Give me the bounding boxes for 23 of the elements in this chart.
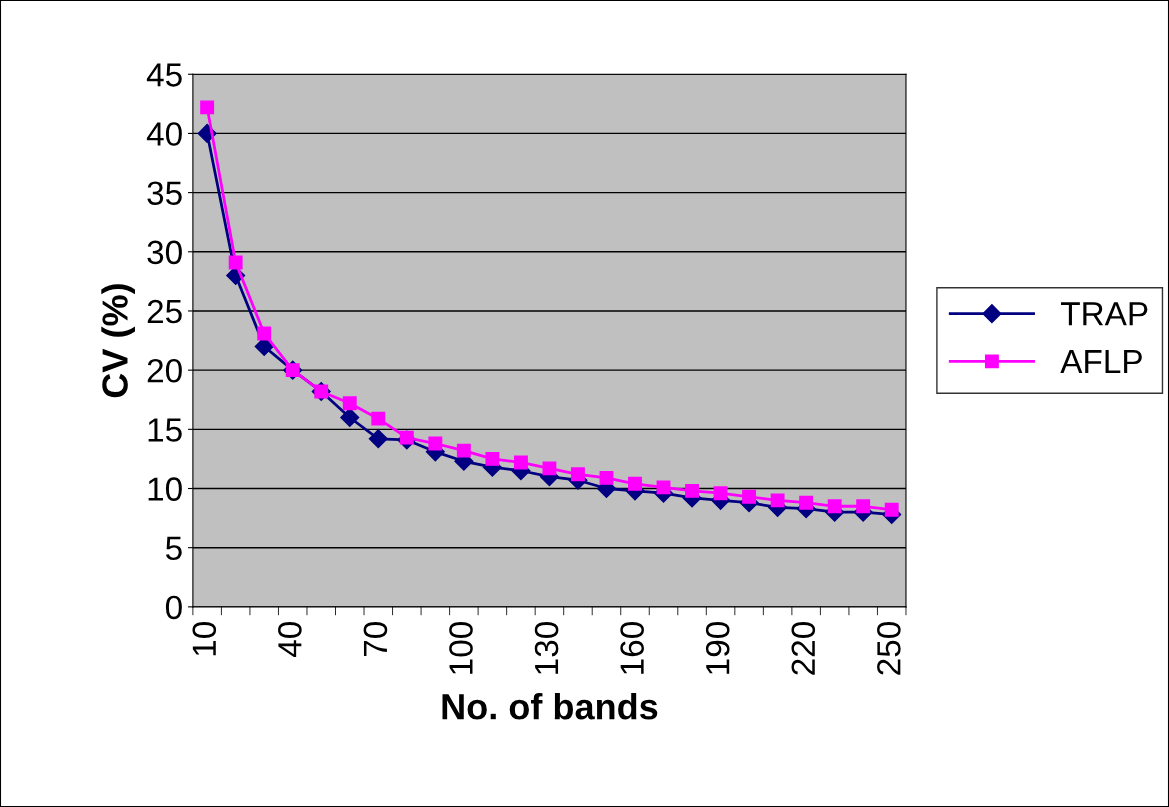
y-tick-label: 0 [165,595,182,620]
x-tick-label: 190 [705,622,730,674]
y-tick-label: 25 [147,299,182,324]
y-tick-label: 30 [147,240,182,265]
x-tick-label: 10 [192,622,217,656]
y-tick-label: 35 [147,181,182,206]
legend-label: AFLP [1060,350,1142,374]
x-tick-label: 100 [449,622,473,674]
y-tick-label: 20 [147,358,182,383]
y-tick-label: 5 [165,536,182,561]
x-tick-label: 220 [791,622,816,675]
y-axis-title: CV (%) [101,284,135,398]
x-tick-label: 70 [363,622,388,657]
x-tick-label: 250 [877,622,901,675]
x-axis-title: No. of bands [442,693,658,720]
y-tick-label: 15 [148,418,182,442]
legend-label: TRAP [1060,302,1148,326]
x-tick-label: 160 [620,622,644,674]
y-tick-label: 40 [146,122,182,146]
y-tick-label: 10 [148,477,182,501]
y-tick-label: 45 [146,63,182,87]
x-tick-label: 40 [278,622,302,658]
x-tick-label: 130 [534,622,559,674]
